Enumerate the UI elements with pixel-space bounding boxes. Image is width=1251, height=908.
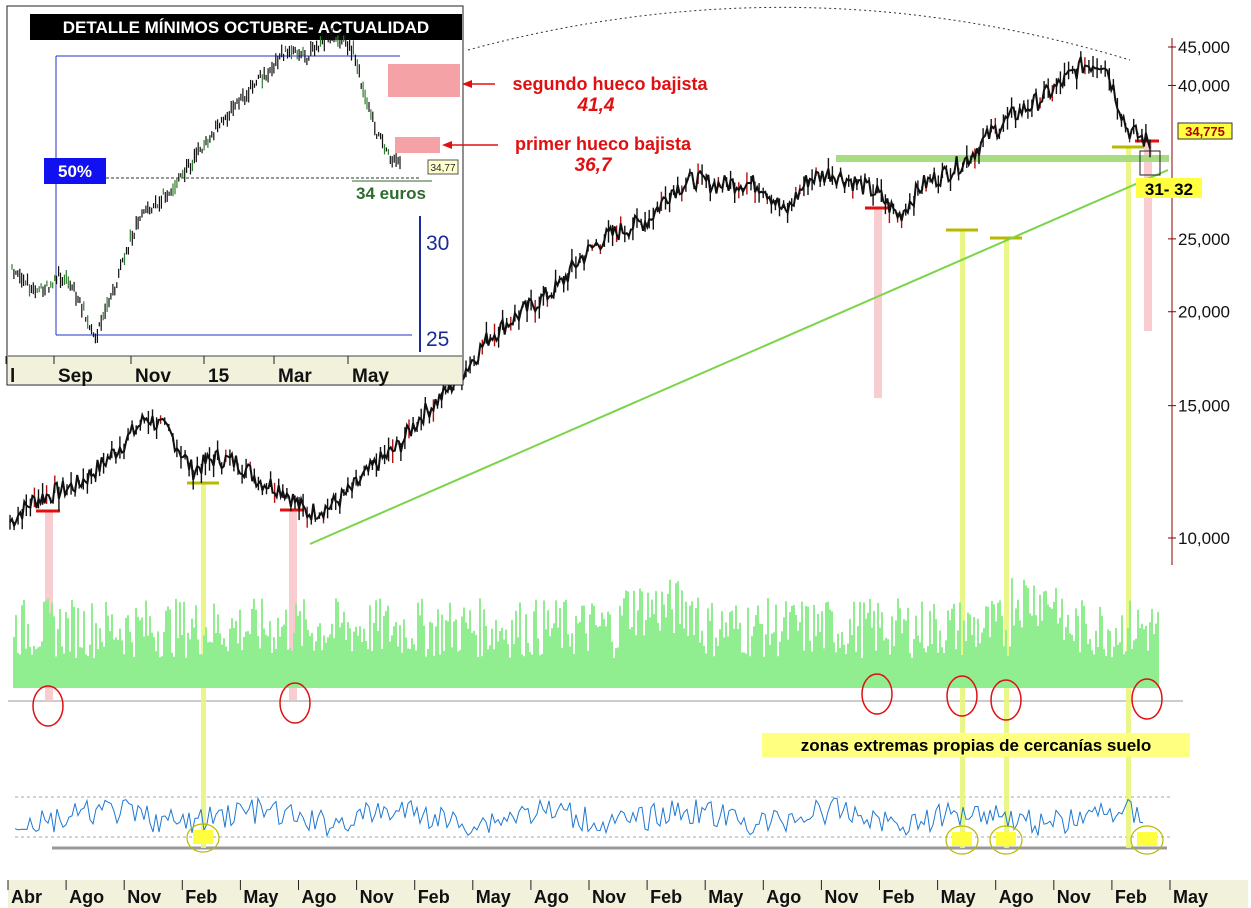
y-tick-label: 25,000	[1178, 230, 1230, 249]
inset-y-ticks: 30 25	[426, 232, 449, 351]
red-signal-band	[874, 208, 882, 398]
x-axis-strip	[8, 880, 1248, 908]
y-tick-label: 20,000	[1178, 303, 1230, 322]
inset-chart: DETALLE MÍNIMOS OCTUBRE- ACTUALIDAD 50% …	[5, 5, 464, 387]
price-line	[9, 56, 1151, 529]
x-tick-label: Ago	[69, 887, 104, 907]
oscillator-line	[14, 796, 1144, 838]
x-axis-ticks: Abr Ago Nov Feb May Ago Nov Feb May Ago Nov Feb May A…	[7, 880, 1208, 907]
inset-x-ticks: l Sep Nov 15 Mar May	[5, 356, 389, 387]
first-gap-box	[395, 137, 440, 153]
x-tick-label: Ago	[999, 887, 1034, 907]
inset-title-box	[30, 14, 462, 40]
trend-line	[309, 169, 1169, 545]
x-tick-label: May	[1173, 887, 1208, 907]
inset-title: DETALLE MÍNIMOS OCTUBRE- ACTUALIDAD	[63, 18, 429, 37]
x-tick-label: May	[243, 887, 278, 907]
inset-x-tick-label: Sep	[58, 366, 93, 387]
volume-extreme-circle	[32, 685, 64, 727]
volume-extreme-circle	[861, 673, 893, 715]
x-tick-label: Abr	[11, 887, 42, 907]
volume-extreme-circle	[990, 679, 1022, 721]
second-gap-text: segundo hueco bajista	[512, 74, 708, 94]
y-tick-label: 40,000	[1178, 76, 1230, 95]
x-tick-label: Feb	[418, 887, 450, 907]
volume-extreme-circle	[1131, 678, 1163, 720]
oscillator-highlight	[1137, 832, 1157, 846]
retracement-value-label: 34 euros	[356, 184, 426, 203]
price-series	[9, 51, 1151, 531]
oscillator-panel	[14, 796, 1164, 855]
x-tick-label: Nov	[824, 887, 858, 907]
arrowhead-first-gap	[442, 141, 452, 149]
x-tick-label: Feb	[650, 887, 682, 907]
support-label: 31- 32	[1145, 180, 1193, 199]
oscillator-highlight	[952, 832, 972, 846]
inset-x-tick-label: l	[10, 366, 15, 387]
y-tick-label: 10,000	[1178, 529, 1230, 548]
retracement-label: 50%	[58, 162, 92, 181]
first-gap-text: primer hueco bajista	[515, 134, 692, 154]
red-signal-band	[1144, 141, 1152, 331]
x-tick-label: Nov	[1057, 887, 1091, 907]
oscillator-extreme-circle	[989, 825, 1023, 855]
support-zone	[836, 155, 1169, 162]
inset-price-series	[11, 28, 401, 344]
inset-x-tick-label: May	[352, 366, 389, 387]
volume-panel	[13, 578, 1163, 727]
yellow-signal-band	[1004, 238, 1009, 848]
x-tick-label: Nov	[127, 887, 161, 907]
oscillator-highlight	[193, 830, 213, 844]
inset-last-price: 34,77	[430, 163, 455, 174]
inset-x-tick-label: Nov	[135, 366, 171, 387]
volume-note-box	[762, 733, 1190, 757]
volume-extreme-circle	[279, 682, 311, 724]
inset-x-tick-label: Mar	[278, 366, 312, 387]
inset-last-price-box	[427, 159, 459, 175]
retracement-box	[44, 158, 106, 184]
arc-annotation	[467, 6, 1131, 61]
x-tick-label: May	[476, 887, 511, 907]
y-tick-label: 45,000	[1178, 38, 1230, 57]
inset-y-tick-label: 25	[426, 328, 449, 351]
first-gap-value: 36,7	[575, 155, 613, 176]
second-gap-box	[388, 64, 460, 97]
yellow-signal-band	[1126, 147, 1131, 848]
x-tick-label: Feb	[1115, 887, 1147, 907]
y-tick-label: 15,000	[1178, 397, 1230, 416]
inset-frame	[6, 5, 464, 386]
oscillator-extreme-circle	[186, 823, 220, 853]
x-tick-label: Ago	[766, 887, 801, 907]
arrowhead-second-gap	[462, 80, 472, 88]
x-tick-label: Feb	[883, 887, 915, 907]
last-price-box	[1177, 122, 1233, 140]
inset-y-tick-label: 30	[426, 232, 449, 255]
red-signal-band	[289, 510, 297, 700]
second-gap-value: 41,4	[577, 95, 615, 116]
inset-x-tick-label: 15	[208, 366, 230, 387]
x-tick-label: Ago	[534, 887, 569, 907]
oscillator-extreme-circle	[945, 825, 979, 855]
x-tick-label: May	[941, 887, 976, 907]
x-tick-label: Feb	[185, 887, 217, 907]
volume-extreme-circle	[946, 675, 978, 717]
yellow-signal-band	[960, 230, 965, 848]
last-price-label: 34,775	[1185, 124, 1225, 139]
oscillator-extreme-circle	[1130, 825, 1164, 855]
support-label-box	[1136, 178, 1202, 198]
y-axis-ticks: 45,000 40,000 25,000 20,000 15,000 10,000	[1168, 38, 1230, 548]
inset-x-strip	[8, 356, 462, 384]
x-tick-label: May	[708, 887, 743, 907]
x-tick-label: Ago	[302, 887, 337, 907]
oscillator-highlight	[996, 832, 1016, 846]
volume-note: zonas extremas propias de cercanías suel…	[801, 736, 1152, 755]
x-tick-label: Nov	[592, 887, 626, 907]
x-tick-label: Nov	[360, 887, 394, 907]
